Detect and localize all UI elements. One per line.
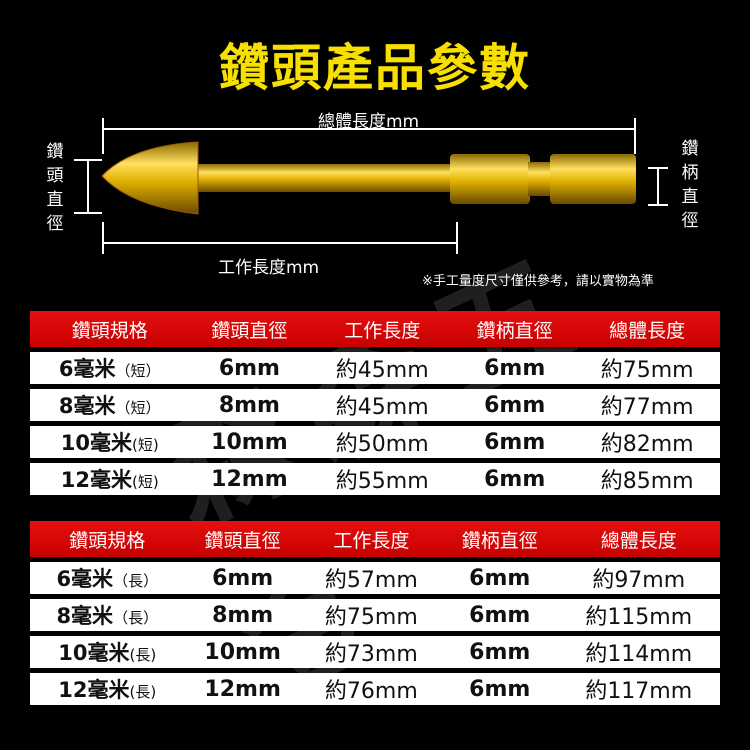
tick: [648, 204, 668, 206]
cell-total-length: 約114mm: [557, 636, 720, 668]
cell-shank-diameter: 6mm: [455, 352, 575, 384]
shank-diameter-label: 鑽柄直徑: [681, 139, 699, 231]
spec-size: 6毫米: [58, 357, 116, 381]
tick: [102, 222, 104, 254]
cell-working-length: 約76mm: [300, 673, 442, 705]
col-header: 鑽頭規格: [30, 311, 190, 347]
cell-spec: 10毫米(短): [30, 426, 190, 458]
spec-size: 8毫米: [56, 604, 114, 628]
col-header: 鑽頭直徑: [189, 311, 310, 347]
cell-head-diameter: 10mm: [184, 636, 301, 668]
tick: [102, 118, 104, 154]
working-length-line: [102, 242, 458, 244]
spec-type: （長）: [113, 572, 159, 590]
cell-shank-diameter: 6mm: [441, 562, 558, 594]
total-length-line: [102, 128, 636, 130]
page-title: 鑽頭產品參數: [219, 39, 531, 97]
spec-table-short: 鑽頭規格 鑽頭直徑 工作長度 鑽柄直徑 總體長度 6毫米（短） 6mm 約45mm 6…: [30, 306, 720, 500]
table-row: 12毫米(長) 12mm 約76mm 6mm 約117mm: [30, 673, 720, 705]
head-diameter-label: 鑽頭直徑: [46, 142, 64, 234]
cell-spec: 12毫米(長): [30, 673, 185, 705]
col-header: 工作長度: [309, 311, 456, 347]
cell-head-diameter: 8mm: [189, 389, 310, 421]
cell-total-length: 約85mm: [574, 463, 720, 495]
cell-shank-diameter: 6mm: [441, 599, 558, 631]
cell-spec: 10毫米(長): [30, 636, 185, 668]
tick: [634, 118, 636, 154]
cell-total-length: 約77mm: [574, 389, 720, 421]
spec-size: 12毫米: [60, 468, 132, 492]
tick: [456, 222, 458, 254]
cell-head-diameter: 12mm: [184, 673, 301, 705]
cell-spec: 6毫米（短）: [30, 352, 190, 384]
cell-head-diameter: 12mm: [189, 463, 310, 495]
table-header: 鑽頭規格 鑽頭直徑 工作長度 鑽柄直徑 總體長度: [30, 521, 720, 557]
spec-size: 10毫米: [60, 431, 132, 455]
spec-type: （短）: [115, 399, 161, 417]
measurement-note: ※手工量度尺寸僅供參考，請以實物為準: [422, 274, 654, 289]
cell-spec: 6毫米（長）: [30, 562, 185, 594]
cell-head-diameter: 8mm: [184, 599, 301, 631]
col-header: 總體長度: [557, 521, 720, 557]
head-diameter-line: [87, 159, 89, 213]
col-header: 鑽頭直徑: [184, 521, 301, 557]
cell-spec: 8毫米（長）: [30, 599, 185, 631]
cell-spec: 8毫米（短）: [30, 389, 190, 421]
working-length-label: 工作長度mm: [218, 258, 320, 278]
cell-working-length: 約50mm: [309, 426, 456, 458]
spec-type: (長): [129, 683, 157, 701]
col-header: 鑽柄直徑: [455, 311, 575, 347]
spec-type: (短): [131, 436, 159, 454]
cell-working-length: 約55mm: [309, 463, 456, 495]
cell-shank-diameter: 6mm: [455, 389, 575, 421]
table-row: 10毫米(短) 10mm 約50mm 6mm 約82mm: [30, 426, 720, 458]
table-row: 6毫米（長） 6mm 約57mm 6mm 約97mm: [30, 562, 720, 594]
cell-total-length: 約82mm: [574, 426, 720, 458]
cell-total-length: 約115mm: [557, 599, 720, 631]
spec-type: (短): [131, 473, 159, 491]
table-row: 8毫米（短） 8mm 約45mm 6mm 約77mm: [30, 389, 720, 421]
total-length-label: 總體長度mm: [318, 112, 420, 132]
tick: [74, 159, 102, 161]
table-header: 鑽頭規格 鑽頭直徑 工作長度 鑽柄直徑 總體長度: [30, 311, 720, 347]
cell-working-length: 約75mm: [300, 599, 442, 631]
spec-type: （短）: [115, 362, 161, 380]
cell-working-length: 約45mm: [309, 389, 456, 421]
col-header: 總體長度: [574, 311, 720, 347]
spec-size: 10毫米: [58, 641, 130, 665]
cell-shank-diameter: 6mm: [455, 463, 575, 495]
spec-size: 6毫米: [56, 567, 114, 591]
cell-working-length: 約45mm: [309, 352, 456, 384]
spec-type: (長): [129, 646, 157, 664]
tick: [648, 167, 668, 169]
table-row: 12毫米(短) 12mm 約55mm 6mm 約85mm: [30, 463, 720, 495]
spec-size: 8毫米: [58, 394, 116, 418]
cell-shank-diameter: 6mm: [441, 673, 558, 705]
table-row: 10毫米(長) 10mm 約73mm 6mm 約114mm: [30, 636, 720, 668]
tick: [74, 212, 102, 214]
cell-head-diameter: 6mm: [189, 352, 310, 384]
cell-total-length: 約75mm: [574, 352, 720, 384]
cell-total-length: 約97mm: [557, 562, 720, 594]
col-header: 鑽柄直徑: [441, 521, 558, 557]
cell-head-diameter: 6mm: [184, 562, 301, 594]
table-row: 6毫米（短） 6mm 約45mm 6mm 約75mm: [30, 352, 720, 384]
cell-total-length: 約117mm: [557, 673, 720, 705]
col-header: 工作長度: [300, 521, 442, 557]
cell-working-length: 約73mm: [300, 636, 442, 668]
spec-type: （長）: [113, 609, 159, 627]
shank-diameter-line: [657, 167, 659, 205]
spec-size: 12毫米: [58, 678, 130, 702]
cell-shank-diameter: 6mm: [441, 636, 558, 668]
drill-bit-image: [101, 141, 636, 215]
cell-head-diameter: 10mm: [189, 426, 310, 458]
cell-working-length: 約57mm: [300, 562, 442, 594]
cell-spec: 12毫米(短): [30, 463, 190, 495]
col-header: 鑽頭規格: [30, 521, 185, 557]
table-row: 8毫米（長） 8mm 約75mm 6mm 約115mm: [30, 599, 720, 631]
cell-shank-diameter: 6mm: [455, 426, 575, 458]
spec-table-long: 鑽頭規格 鑽頭直徑 工作長度 鑽柄直徑 總體長度 6毫米（長） 6mm 約57mm 6…: [30, 516, 720, 710]
